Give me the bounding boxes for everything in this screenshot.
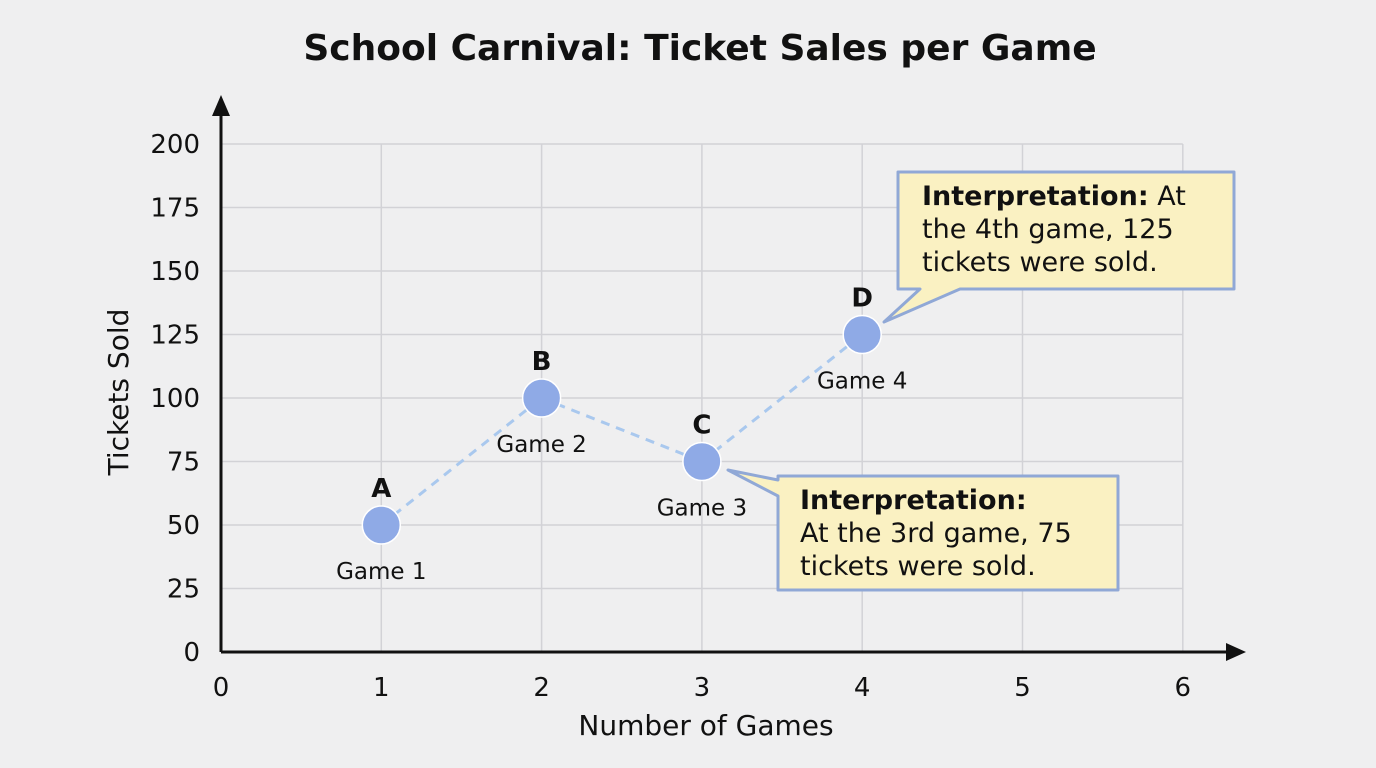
data-point-d — [842, 314, 882, 355]
x-tick-label: 2 — [533, 673, 550, 703]
data-point-a — [361, 505, 402, 545]
y-tick-label: 50 — [167, 511, 200, 541]
y-tick-label: 75 — [167, 448, 200, 478]
callout-c-line-3: tickets were sold. — [800, 551, 1036, 582]
callout-d-heading: Interpretation: — [922, 181, 1149, 212]
data-point-c — [682, 441, 722, 482]
x-tick-label: 1 — [373, 673, 390, 703]
y-axis-arrow — [212, 95, 230, 116]
callout-d-line-2: the 4th game, 125 — [922, 214, 1174, 245]
data-point-b — [521, 378, 562, 418]
point-label-a: Game 1 — [336, 559, 426, 585]
point-letter-d: D — [851, 284, 873, 314]
y-tick-label: 150 — [150, 257, 200, 287]
callout-d-line-3: tickets were sold. — [922, 247, 1158, 278]
callout-c-text: Interpretation: At the 3rd game, 75 tick… — [800, 484, 1072, 583]
point-label-d: Game 4 — [817, 369, 907, 395]
point-label-c: Game 3 — [657, 496, 747, 522]
x-tick-label: 6 — [1175, 673, 1192, 703]
callout-c-line-2: At the 3rd game, 75 — [800, 518, 1072, 549]
x-tick-label: 5 — [1014, 673, 1031, 703]
y-axis-title: Tickets Sold — [102, 309, 135, 477]
x-axis-arrow — [1226, 643, 1246, 661]
x-tick-label: 3 — [694, 673, 711, 703]
y-tick-label: 0 — [183, 638, 200, 668]
y-tick-label: 200 — [150, 130, 200, 160]
callout-d-text: Interpretation: At the 4th game, 125 tic… — [922, 180, 1186, 279]
callout-c-heading: Interpretation: — [800, 485, 1027, 516]
x-tick-label: 0 — [213, 673, 230, 703]
callout-d-bubble — [882, 170, 1236, 324]
point-letter-a: A — [371, 474, 391, 504]
point-label-b: Game 2 — [496, 432, 586, 458]
point-letter-c: C — [692, 411, 711, 441]
y-tick-label: 25 — [167, 575, 200, 605]
series-line-segment — [541, 396, 703, 463]
y-tick-label: 100 — [150, 384, 200, 414]
callout-c-bubble — [726, 468, 1120, 592]
point-letter-b: B — [532, 347, 552, 377]
x-axis-title: Number of Games — [578, 709, 833, 742]
chart-title: School Carnival: Ticket Sales per Game — [303, 28, 1097, 69]
series-line-segment — [700, 333, 864, 463]
callout-d-line-1: At — [1157, 181, 1186, 212]
x-tick-label: 4 — [854, 673, 871, 703]
y-tick-label: 175 — [150, 194, 200, 224]
series-line-segment — [380, 396, 543, 527]
y-tick-label: 125 — [150, 321, 200, 351]
